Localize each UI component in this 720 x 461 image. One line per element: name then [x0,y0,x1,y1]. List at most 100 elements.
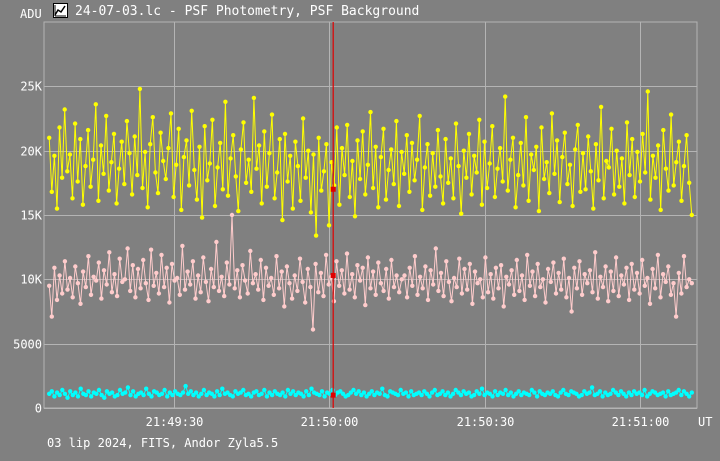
data-point [149,394,154,399]
series-line [48,214,693,330]
data-point [451,275,457,281]
data-point [210,117,215,123]
data-point [642,283,647,288]
data-point [283,394,288,399]
data-point [57,125,62,130]
data-point [503,387,508,393]
data-point [407,189,412,194]
data-point [127,151,132,156]
data-point [398,387,403,393]
data-point [49,314,54,319]
data-point [488,272,493,277]
data-point [497,145,503,151]
data-point [614,148,619,153]
data-point [128,288,133,294]
data-point [399,149,404,155]
data-point [653,286,658,291]
data-point [655,143,661,148]
data-point [449,299,454,304]
data-point [215,165,220,170]
x-tick-label: 21:50:00 [301,415,359,429]
data-point [687,394,692,399]
chart-icon[interactable] [53,3,68,18]
data-point [174,162,179,167]
data-point [578,189,583,194]
data-point [629,392,634,398]
data-point [569,309,574,314]
data-point [93,102,99,107]
data-point [99,296,104,301]
data-point [679,198,684,203]
data-point [102,395,107,400]
data-point [505,188,510,193]
observation-info: 03 lip 2024, FITS, Andor Zyla5.5 [47,436,279,450]
data-point [422,165,428,170]
data-point [648,197,653,202]
data-point [256,287,261,292]
data-point [365,162,371,167]
data-point [262,387,267,393]
data-point [681,163,687,169]
data-point [180,390,186,395]
data-point [541,176,547,182]
data-point [297,256,303,261]
data-point [295,288,300,294]
data-point [89,394,94,399]
data-point [122,181,127,187]
data-point [549,111,555,116]
data-point [339,145,345,151]
data-point [679,392,684,398]
data-point [106,188,112,193]
data-point [676,387,681,393]
data-point [658,207,663,213]
data-point [330,387,335,393]
data-point [345,122,350,128]
data-point [104,113,109,119]
data-point [616,392,621,398]
data-point [577,259,582,264]
data-point [318,270,324,276]
data-point [125,246,130,251]
data-point [190,259,196,264]
data-point [384,266,389,272]
data-point [194,197,200,202]
data-point [564,295,569,300]
data-point [243,180,249,185]
data-point [205,178,210,183]
data-point [394,273,399,278]
data-point [495,166,500,171]
data-point [211,284,216,290]
data-point [75,281,81,286]
data-point [263,265,269,270]
data-point [151,283,156,288]
data-point [49,189,54,194]
data-point [193,296,198,301]
data-point [508,390,513,395]
data-point [402,273,407,278]
data-point [453,121,459,126]
data-point [640,257,645,263]
data-point [404,295,410,300]
data-point [80,269,86,274]
data-point [72,121,78,126]
data-point [313,233,319,238]
data-point [613,255,619,260]
data-point [598,274,603,279]
data-point [123,390,128,395]
data-point [67,275,73,281]
data-point [459,291,465,296]
data-point [650,153,656,158]
time-cursor[interactable] [330,22,336,408]
data-point [266,283,271,288]
data-point [183,383,188,389]
data-point [498,263,504,268]
data-point [624,265,629,270]
data-point [361,390,367,395]
data-point [351,387,356,393]
data-point [295,163,301,169]
data-point [598,104,604,110]
data-point [492,194,498,200]
data-point [650,266,655,272]
data-point [534,144,539,149]
